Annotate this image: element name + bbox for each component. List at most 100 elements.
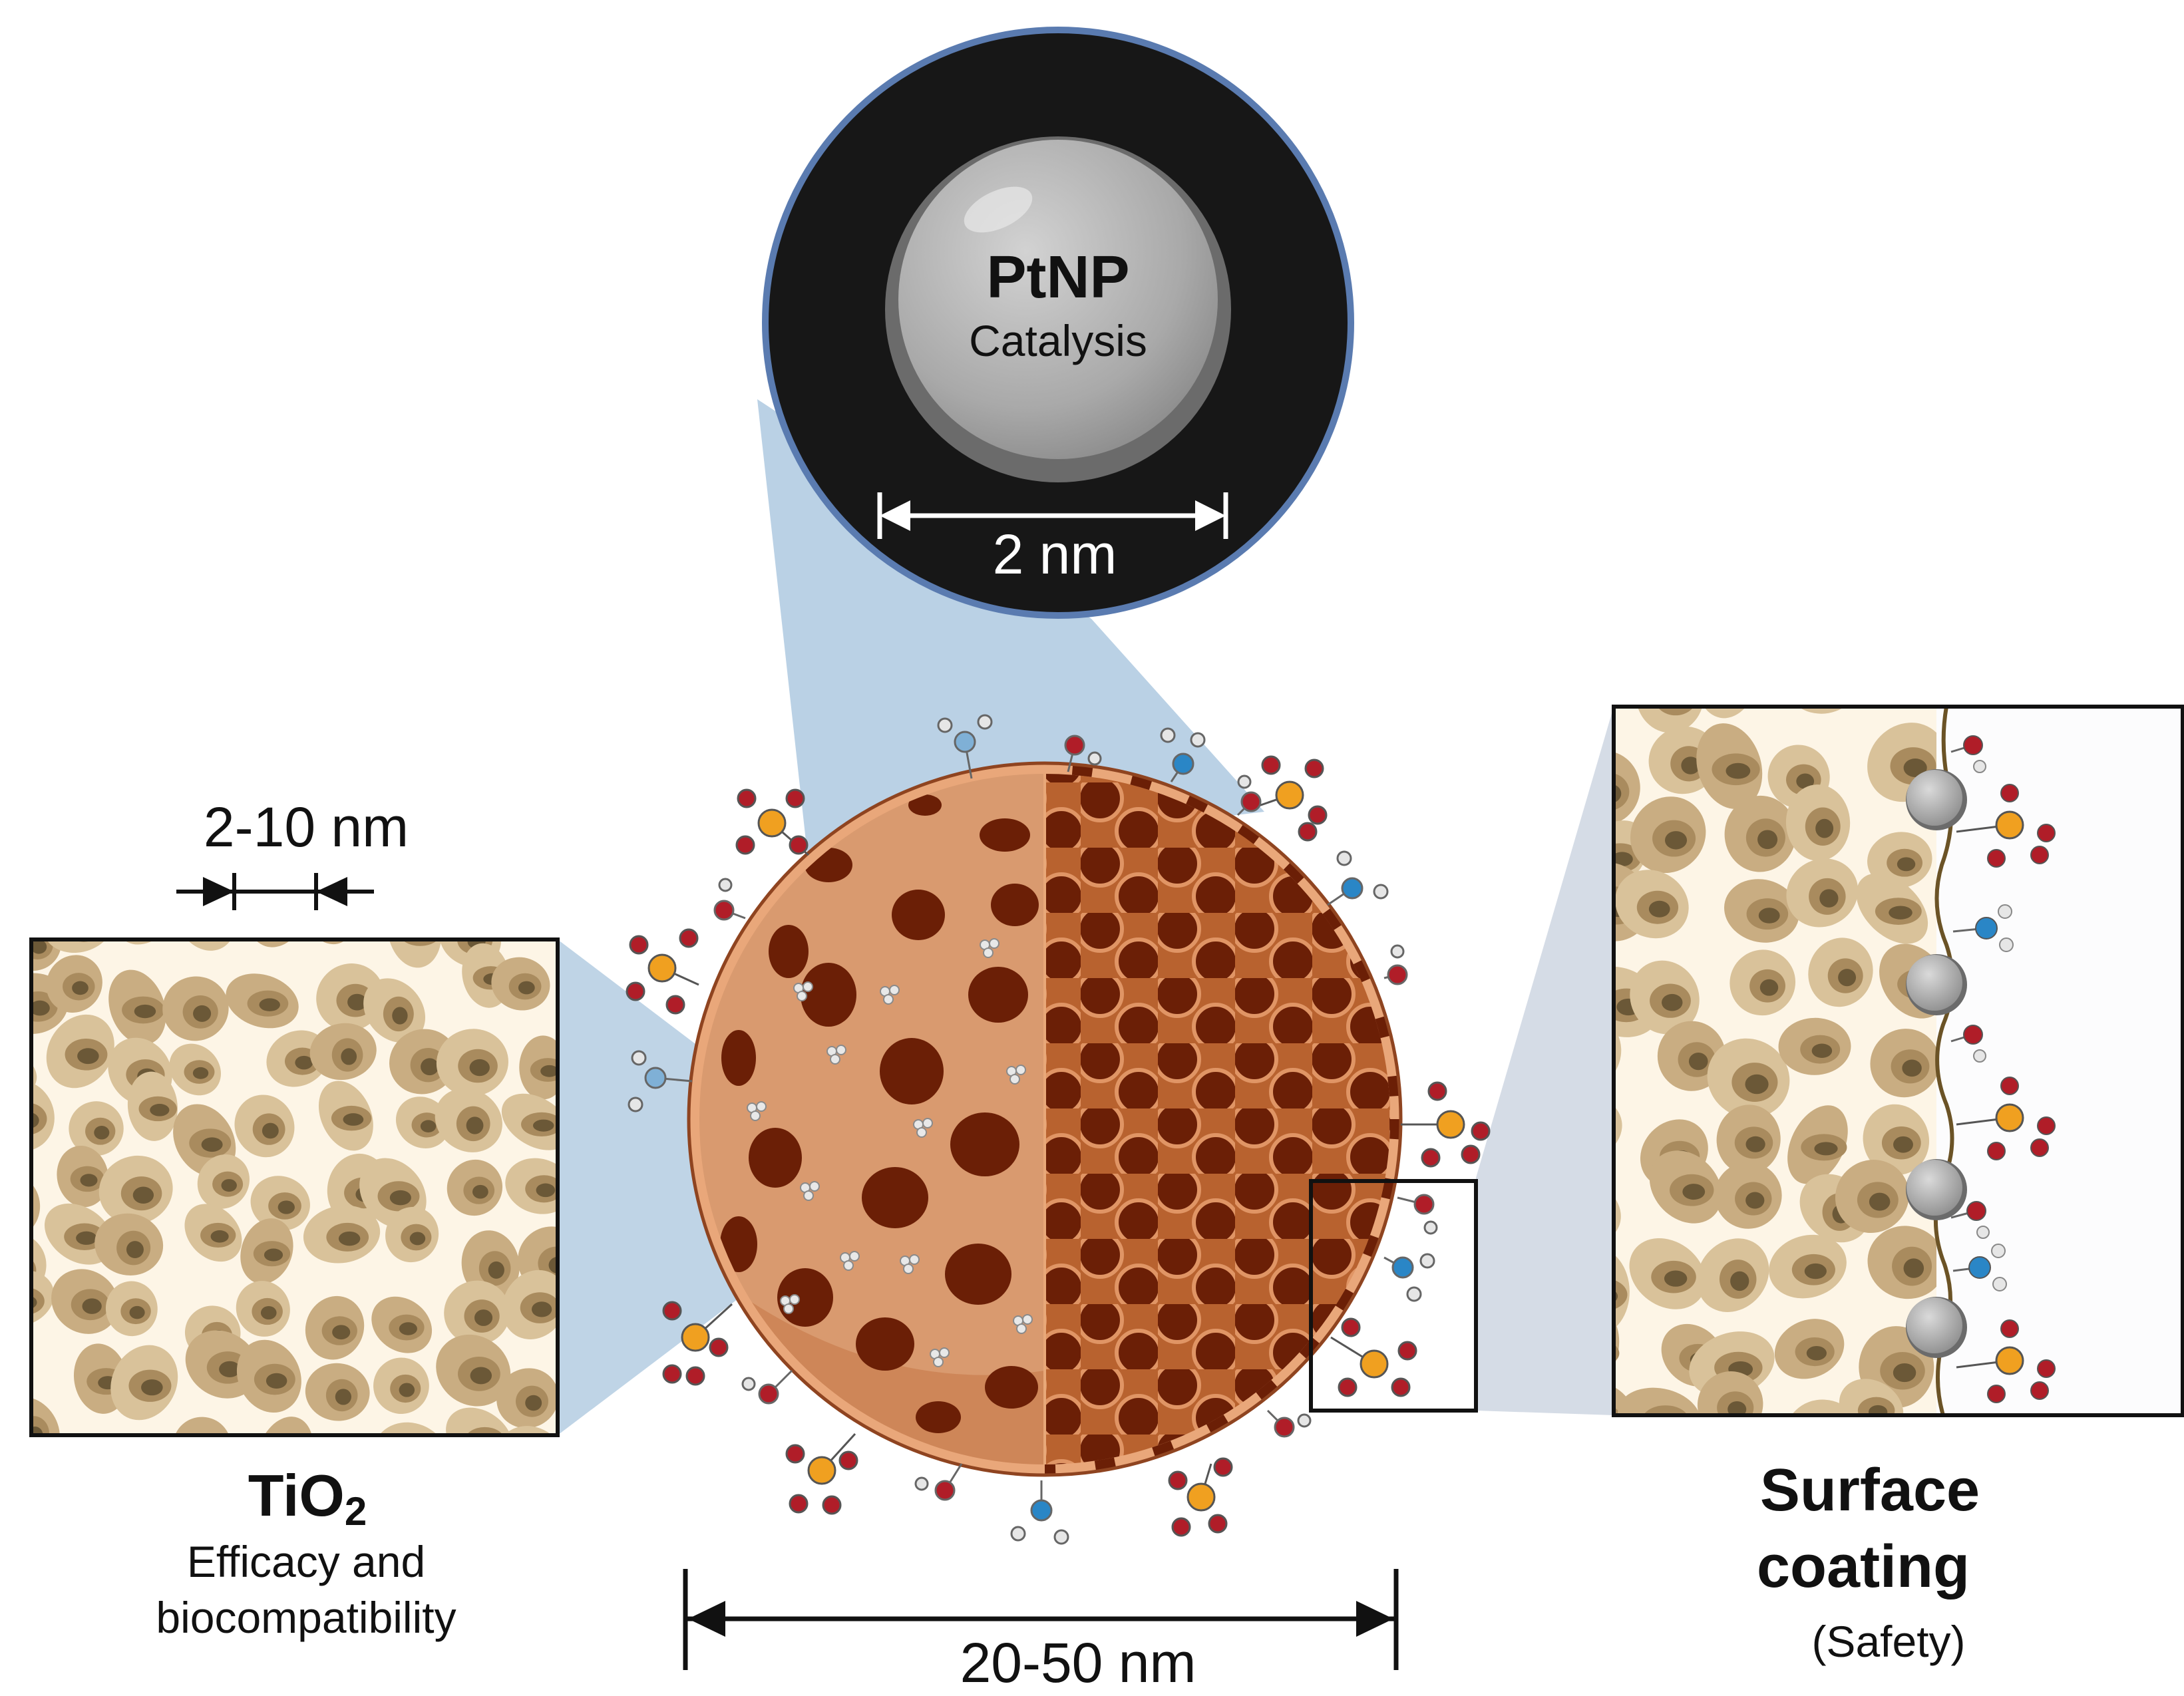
oxygen-atom <box>2000 1319 2019 1338</box>
oxygen-atom <box>2030 1381 2049 1400</box>
pore-hole <box>548 1256 558 1274</box>
pore-hole <box>141 1379 163 1396</box>
ptnp-scale-arrow <box>877 492 1228 539</box>
pore-hole <box>532 1119 554 1132</box>
pore-hole <box>1745 1136 1765 1152</box>
pore-hole <box>75 924 94 937</box>
pore-hole <box>77 1048 99 1065</box>
pore-hole <box>325 911 343 923</box>
pore-hole <box>399 1322 417 1335</box>
pore-hole <box>1662 993 1683 1011</box>
pore-hole <box>1804 1263 1827 1279</box>
pore-hole <box>76 1231 97 1245</box>
pore-hole <box>264 1248 283 1262</box>
pore-shade <box>0 1065 27 1089</box>
phosphate-ligand <box>626 928 699 1015</box>
pore-hole <box>474 1309 493 1326</box>
tio2-pore-label: 2-10 nm <box>204 796 409 858</box>
pore-hole <box>82 1298 102 1314</box>
pore-shade <box>131 903 168 930</box>
pore-hole <box>343 1113 364 1126</box>
pore-hole <box>31 1296 37 1309</box>
coating-title-line2: coating <box>1757 1534 1970 1600</box>
pore-blob <box>1849 639 1920 709</box>
pore-hole <box>0 1377 17 1389</box>
pore-shade <box>31 1206 32 1212</box>
pore-hole <box>1889 906 1912 920</box>
oxygen-atom <box>2037 824 2056 842</box>
tio2-desc-line2: biocompatibility <box>156 1593 456 1642</box>
pore-shade <box>315 904 350 928</box>
pore-hole <box>1726 763 1751 779</box>
pore-hole <box>347 993 367 1011</box>
pore-hole <box>1745 1074 1769 1095</box>
hydrogen-atom <box>1992 1277 2007 1291</box>
pore-blob <box>45 1435 130 1497</box>
pore-hole <box>1614 852 1633 867</box>
pore-blob <box>517 939 558 942</box>
pore-hole <box>1897 857 1916 872</box>
phosphate-ligand <box>1168 1457 1233 1537</box>
pore-hole <box>219 1361 241 1377</box>
amine-ligand <box>1327 850 1389 906</box>
pore-hole <box>545 907 562 923</box>
phosphorus-atom <box>1995 1346 2024 1375</box>
amine-ligand <box>628 1050 693 1112</box>
hydroxyl-ligand <box>713 878 746 921</box>
hydroxyl-ligand <box>741 1369 793 1405</box>
amine-ligand <box>1010 1480 1069 1545</box>
pore-hole <box>80 1174 98 1187</box>
pore-hole <box>84 1463 106 1476</box>
amine-ligand <box>937 714 993 779</box>
oxygen-atom <box>1963 1025 1983 1045</box>
coating-membrane <box>1933 706 1954 1416</box>
pore-shade <box>1712 667 1755 696</box>
pore-hole <box>1882 671 1901 687</box>
pore-blob <box>173 1417 231 1435</box>
coating-inset-box <box>1309 1179 1478 1413</box>
phosphate-ligand <box>1330 1317 1417 1397</box>
pore-hole <box>1819 889 1839 908</box>
pore-hole <box>348 1463 364 1476</box>
tio2-title: TiO2 <box>248 1462 367 1534</box>
oxygen-atom <box>1966 1201 1986 1221</box>
pore-hole <box>192 1067 209 1079</box>
pt-particle-highlight <box>1907 1160 1962 1216</box>
amine-ligand <box>1383 1253 1435 1302</box>
nitrogen-atom <box>1968 1256 1991 1279</box>
pore-hole <box>295 1055 313 1070</box>
hydroxyl-ligand <box>914 1463 963 1501</box>
hydroxyl-ligand <box>1383 944 1408 985</box>
pore-hole <box>1590 669 1612 683</box>
pore-hole <box>488 1261 504 1279</box>
nanoparticle <box>687 761 1403 1477</box>
pore-hole <box>470 1367 492 1385</box>
pore-hole <box>1893 1136 1913 1153</box>
oxygen-atom <box>2037 1359 2056 1378</box>
pore-shade <box>31 1102 47 1135</box>
pore-blob <box>1636 707 1704 733</box>
pore-blob <box>387 939 442 968</box>
pore-hole <box>1757 830 1778 850</box>
amine-ligand <box>1160 727 1206 782</box>
pore-hole <box>1682 1184 1706 1200</box>
pore-hole <box>1730 1271 1749 1291</box>
particle-size-label: 20-50 nm <box>960 1631 1196 1694</box>
pore-shade <box>1657 707 1694 716</box>
pore-hole <box>193 1005 212 1022</box>
pore-hole <box>540 1065 558 1077</box>
phosphate-ligand <box>735 788 809 856</box>
phosphorus-atom <box>1995 1103 2024 1132</box>
pore-blob <box>1614 751 1640 826</box>
pore-hole <box>9 1264 29 1280</box>
pore-shade <box>0 1369 25 1393</box>
pore-hole <box>1745 1192 1765 1209</box>
pore-blob <box>446 1407 513 1435</box>
pore-hole <box>129 1305 145 1319</box>
pore-blob <box>31 1080 55 1151</box>
pore-shade <box>395 1443 437 1476</box>
pore-hole <box>31 1000 50 1016</box>
pore-hole <box>142 911 160 924</box>
pore-shade <box>1614 1279 1628 1309</box>
